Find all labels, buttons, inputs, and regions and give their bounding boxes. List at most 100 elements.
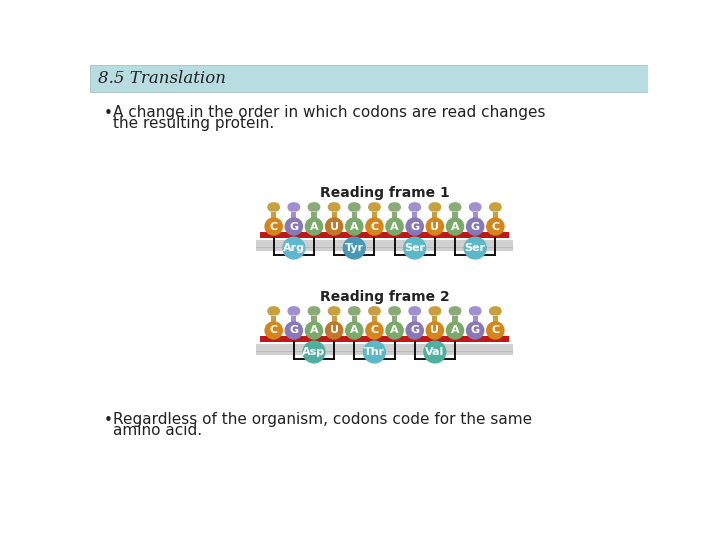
Circle shape xyxy=(325,321,343,340)
Text: G: G xyxy=(471,221,480,232)
Circle shape xyxy=(348,307,356,315)
Circle shape xyxy=(308,307,316,315)
Circle shape xyxy=(328,307,336,315)
Circle shape xyxy=(472,203,478,210)
Circle shape xyxy=(431,203,438,210)
Circle shape xyxy=(271,307,277,313)
Bar xyxy=(332,212,337,218)
Circle shape xyxy=(451,307,459,313)
Text: U: U xyxy=(330,326,338,335)
Text: Ser: Ser xyxy=(464,243,486,253)
Bar xyxy=(492,212,498,218)
Circle shape xyxy=(446,217,464,236)
Bar xyxy=(90,65,648,92)
Circle shape xyxy=(453,307,461,315)
Circle shape xyxy=(271,203,277,210)
Text: C: C xyxy=(269,221,278,232)
Bar xyxy=(292,315,297,322)
Circle shape xyxy=(369,203,377,211)
Circle shape xyxy=(449,203,457,211)
Circle shape xyxy=(372,307,380,315)
Circle shape xyxy=(288,203,296,211)
Circle shape xyxy=(486,217,505,236)
Bar xyxy=(260,336,509,342)
Circle shape xyxy=(345,321,364,340)
Circle shape xyxy=(348,203,356,211)
Circle shape xyxy=(449,307,457,315)
Bar xyxy=(392,212,397,218)
Circle shape xyxy=(328,203,336,211)
Bar xyxy=(271,212,276,218)
Text: Reading frame 2: Reading frame 2 xyxy=(320,289,449,303)
Circle shape xyxy=(305,321,323,340)
Circle shape xyxy=(312,307,320,315)
Circle shape xyxy=(426,217,444,236)
Circle shape xyxy=(405,217,424,236)
Circle shape xyxy=(271,307,279,315)
Text: Ser: Ser xyxy=(404,243,426,253)
Text: amino acid.: amino acid. xyxy=(113,423,202,438)
Circle shape xyxy=(469,307,477,315)
Circle shape xyxy=(409,203,417,211)
Text: A change in the order in which codons are read changes: A change in the order in which codons ar… xyxy=(113,105,546,120)
Circle shape xyxy=(351,203,358,210)
Circle shape xyxy=(446,321,464,340)
Circle shape xyxy=(284,321,303,340)
Circle shape xyxy=(433,203,441,211)
Text: the resulting protein.: the resulting protein. xyxy=(113,116,274,131)
Text: A: A xyxy=(310,221,318,232)
Circle shape xyxy=(464,237,487,260)
Circle shape xyxy=(429,203,437,211)
Circle shape xyxy=(331,307,338,313)
Circle shape xyxy=(332,203,340,211)
Circle shape xyxy=(392,307,398,313)
Bar xyxy=(472,315,478,322)
Circle shape xyxy=(343,237,366,260)
Circle shape xyxy=(466,321,485,340)
Circle shape xyxy=(429,307,437,315)
Text: U: U xyxy=(330,221,338,232)
Circle shape xyxy=(486,321,505,340)
Text: A: A xyxy=(350,221,359,232)
Circle shape xyxy=(372,203,380,211)
Circle shape xyxy=(311,203,318,210)
Circle shape xyxy=(305,217,323,236)
Bar xyxy=(452,315,458,322)
Text: U: U xyxy=(431,326,439,335)
Circle shape xyxy=(288,307,296,315)
Text: A: A xyxy=(390,326,399,335)
Bar xyxy=(432,212,438,218)
Text: A: A xyxy=(350,326,359,335)
Text: C: C xyxy=(491,221,500,232)
Circle shape xyxy=(331,203,338,210)
Circle shape xyxy=(490,307,498,315)
Circle shape xyxy=(385,321,404,340)
Text: A: A xyxy=(390,221,399,232)
Bar xyxy=(312,315,317,322)
Circle shape xyxy=(292,203,300,211)
Circle shape xyxy=(490,203,498,211)
Text: Arg: Arg xyxy=(283,243,305,253)
Bar xyxy=(260,232,509,238)
Circle shape xyxy=(403,237,426,260)
Bar xyxy=(256,351,513,355)
Circle shape xyxy=(409,307,417,315)
Circle shape xyxy=(284,217,303,236)
Bar xyxy=(452,212,458,218)
Circle shape xyxy=(389,203,397,211)
Circle shape xyxy=(473,203,481,211)
Text: C: C xyxy=(491,326,500,335)
Circle shape xyxy=(308,203,316,211)
Text: G: G xyxy=(289,221,298,232)
Bar xyxy=(271,315,276,322)
Text: Asp: Asp xyxy=(302,347,325,357)
Circle shape xyxy=(466,217,485,236)
Circle shape xyxy=(311,307,318,313)
Bar xyxy=(412,212,418,218)
Bar xyxy=(372,315,377,322)
Text: 8.5 Translation: 8.5 Translation xyxy=(98,70,226,87)
Circle shape xyxy=(411,203,418,210)
Circle shape xyxy=(392,203,400,211)
Circle shape xyxy=(392,203,398,210)
Circle shape xyxy=(332,307,340,315)
